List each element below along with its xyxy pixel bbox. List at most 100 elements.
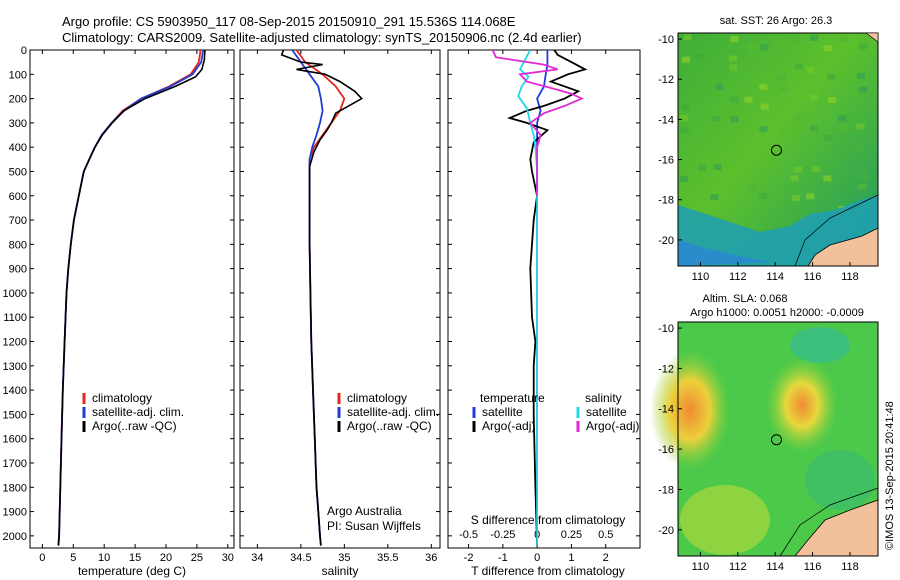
sst-pixel — [683, 34, 692, 41]
header-line2: Climatology: CARS2009. Satellite-adjuste… — [62, 30, 582, 45]
depth-ticks: 0 100 200 300 400 500 600 700 800 900 1000 1100 1200… — [3, 45, 234, 543]
x-tick-label: 2 — [603, 552, 609, 564]
depth-tick-label: 1600 — [3, 434, 27, 446]
sst-pixel — [825, 163, 834, 170]
temperature-axes-frame — [29, 49, 235, 549]
imos-timestamp: ©IMOS 13-Sep-2015 20:41:48 — [884, 401, 896, 550]
lon-tick-label: 112 — [729, 271, 747, 283]
legend-label: Argo(-adj) — [482, 419, 535, 433]
depth-tick-label: 2000 — [3, 531, 27, 543]
sst-land-corner — [865, 32, 879, 43]
lat-tick-label: -14 — [658, 114, 674, 126]
difference-legend: temperature salinitysatelliteArgo(-adj)sa… — [472, 391, 639, 433]
series-line-argo-raw-qc- — [280, 50, 363, 546]
lon-tick-label: 114 — [766, 561, 784, 573]
sst-pixel — [747, 185, 756, 192]
difference-depth-ticks — [448, 49, 640, 537]
sst-frame — [677, 32, 879, 267]
sst-pixel — [746, 166, 755, 173]
depth-tick-label: 1000 — [3, 288, 27, 300]
x-tick-label: 20 — [160, 552, 172, 564]
legend-label: satellite — [482, 405, 523, 419]
difference-axes-frame — [447, 49, 641, 549]
x-tick-label: 34 — [251, 552, 263, 564]
sst-pixel — [679, 115, 688, 122]
sst-pixel — [806, 66, 815, 73]
lat-tick-label: -16 — [658, 444, 674, 456]
lon-tick-label: 118 — [841, 271, 859, 283]
sst-pixel — [823, 45, 832, 52]
sst-pixel — [711, 115, 720, 122]
lon-tick-label: 110 — [692, 271, 710, 283]
lat-tick-label: -20 — [658, 235, 674, 247]
sst-pixel — [794, 63, 803, 70]
salinity-series — [280, 50, 363, 546]
sst-pixel — [681, 56, 690, 63]
temperature-series — [57, 50, 206, 546]
sst-pixel — [810, 94, 819, 101]
lat-tick-label: -14 — [658, 404, 674, 416]
temperature-panel: 0100200300400500600700800900100011001200… — [3, 45, 235, 578]
sla-high-central — [766, 357, 838, 453]
sst-pixel — [760, 44, 769, 51]
sst-pixel — [759, 126, 768, 133]
sst-depth-contour — [794, 194, 879, 267]
sst-pixel — [822, 113, 831, 120]
sst-pixel — [698, 164, 707, 171]
sst-pixel — [713, 163, 722, 170]
lat-tick-label: -10 — [658, 34, 674, 46]
sst-pixel — [859, 173, 868, 180]
depth-tick-label: 1100 — [3, 312, 27, 324]
depth-tick-label: 1500 — [3, 409, 27, 421]
t-difference-xlabel: T difference from climatology — [471, 564, 625, 578]
sst-pixel — [856, 73, 865, 80]
sst-pixel — [827, 73, 836, 80]
x-tick-label: 1 — [568, 552, 574, 564]
salinity-ticks: 34 34.5 35 35.5 36 — [251, 50, 437, 564]
sla-map-subtitle: Argo h1000: 0.0051 h2000: -0.0009 — [690, 307, 864, 319]
x-tick-label: 15 — [129, 552, 141, 564]
s-tick-label: 0.25 — [561, 529, 582, 541]
sst-pixel — [729, 55, 738, 62]
sst-pixel — [854, 113, 863, 120]
salinity-panel: 34 34.5 35 35.5 36 salinity climatologysatel… — [239, 49, 441, 578]
x-tick-label: 5 — [70, 552, 76, 564]
institution-note: Argo Australia — [327, 504, 402, 518]
s-tick-label: -0.25 — [490, 529, 515, 541]
sst-pixel — [794, 166, 803, 173]
x-tick-label: 36 — [425, 552, 437, 564]
pi-note: PI: Susan Wijffels — [327, 519, 421, 533]
x-tick-label: 35.5 — [377, 552, 398, 564]
sla-high-west — [650, 350, 730, 470]
depth-tick-label: 200 — [9, 94, 27, 106]
depth-tick-label: 400 — [9, 142, 27, 154]
depth-tick-label: 900 — [9, 264, 27, 276]
sst-pixel — [779, 125, 788, 132]
depth-tick-label: 1400 — [3, 385, 27, 397]
sla-map: Altim. SLA: 0.068 Argo h1000: 0.0051 h20… — [650, 293, 879, 573]
series-line-salinity-satellite — [517, 50, 538, 546]
sst-pixel — [824, 134, 833, 141]
lon-tick-label: 114 — [766, 271, 784, 283]
sst-pixel — [859, 43, 868, 50]
series-line-argo-raw-qc- — [57, 50, 206, 546]
sst-pixel — [730, 116, 739, 123]
legend-label: Argo(..raw -QC) — [92, 419, 177, 433]
legend-label: satellite-adj. clim. — [347, 405, 439, 419]
sla-map-title: Altim. SLA: 0.068 — [703, 293, 788, 305]
x-tick-label: 0 — [534, 552, 540, 564]
depth-tick-label: 300 — [9, 118, 27, 130]
salinity-axes-frame — [239, 49, 441, 549]
s-tick-label: 0.5 — [598, 529, 613, 541]
sst-pixel — [806, 193, 815, 200]
lat-tick-label: -18 — [658, 484, 674, 496]
lat-tick-label: -12 — [658, 363, 674, 375]
x-tick-label: 25 — [191, 552, 203, 564]
x-tick-label: 10 — [98, 552, 110, 564]
difference-series — [491, 50, 588, 546]
sst-pixel — [759, 83, 768, 90]
sla-argo-marker — [770, 434, 782, 446]
legend-label: Argo(-adj) — [586, 419, 639, 433]
